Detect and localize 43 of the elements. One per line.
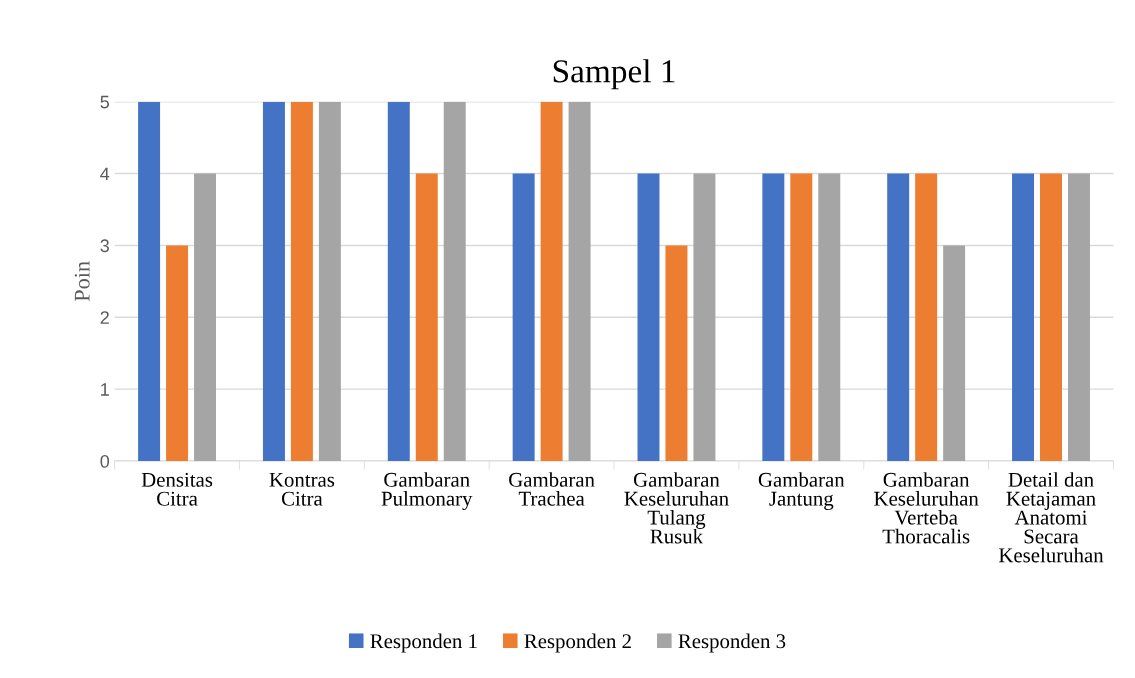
bar	[818, 173, 841, 462]
bar	[387, 101, 410, 462]
y-tick-label: 1	[101, 383, 109, 396]
bar	[1012, 173, 1035, 462]
y-tick-label: 0	[100, 454, 110, 468]
bar	[512, 173, 535, 462]
x-tick-label: Gambaran Keseluruhan Verteba Thoracalis	[874, 472, 979, 544]
bar	[790, 173, 813, 462]
y-tick-label: 2	[100, 311, 109, 324]
bar	[943, 245, 966, 462]
bar	[887, 173, 910, 462]
x-tick-label: Gambaran Pulmonary	[381, 472, 473, 510]
bar	[762, 173, 785, 462]
bar	[415, 173, 438, 462]
bar	[262, 101, 285, 462]
y-tick-label: 4	[100, 167, 110, 181]
x-tick-label: Gambaran Trachea	[509, 472, 595, 506]
legend-label: Responden 2	[524, 633, 631, 653]
legend-label: Responden 3	[678, 633, 786, 653]
bar	[637, 173, 660, 462]
y-tick-label: 3	[100, 239, 109, 253]
bar	[1040, 173, 1062, 462]
bar	[290, 101, 313, 462]
bar	[166, 245, 189, 462]
bar	[194, 173, 217, 462]
bar	[1067, 173, 1090, 462]
y-axis-title: Poin	[74, 261, 90, 302]
bar	[665, 245, 688, 462]
bar	[443, 101, 466, 462]
x-tick-label: Gambaran Jantung	[758, 472, 845, 510]
x-tick-label: Detail dan Ketajaman Anatomi Secara Keseluruhan	[998, 472, 1104, 563]
x-tick-label: Gambaran Keseluruhan Tulang Rusuk	[624, 472, 729, 544]
y-tick-label: 5	[100, 95, 110, 109]
bar	[138, 101, 161, 462]
x-tick-label: Densitas Citra	[141, 472, 213, 506]
bar	[540, 101, 563, 462]
bar	[915, 173, 938, 462]
bar	[568, 101, 591, 462]
chart-title: Sampel 1	[553, 59, 675, 90]
bar	[318, 101, 341, 462]
x-tick-label: Kontras Citra	[269, 472, 335, 506]
bar	[693, 173, 716, 462]
legend-label: Responden 1	[370, 633, 477, 653]
